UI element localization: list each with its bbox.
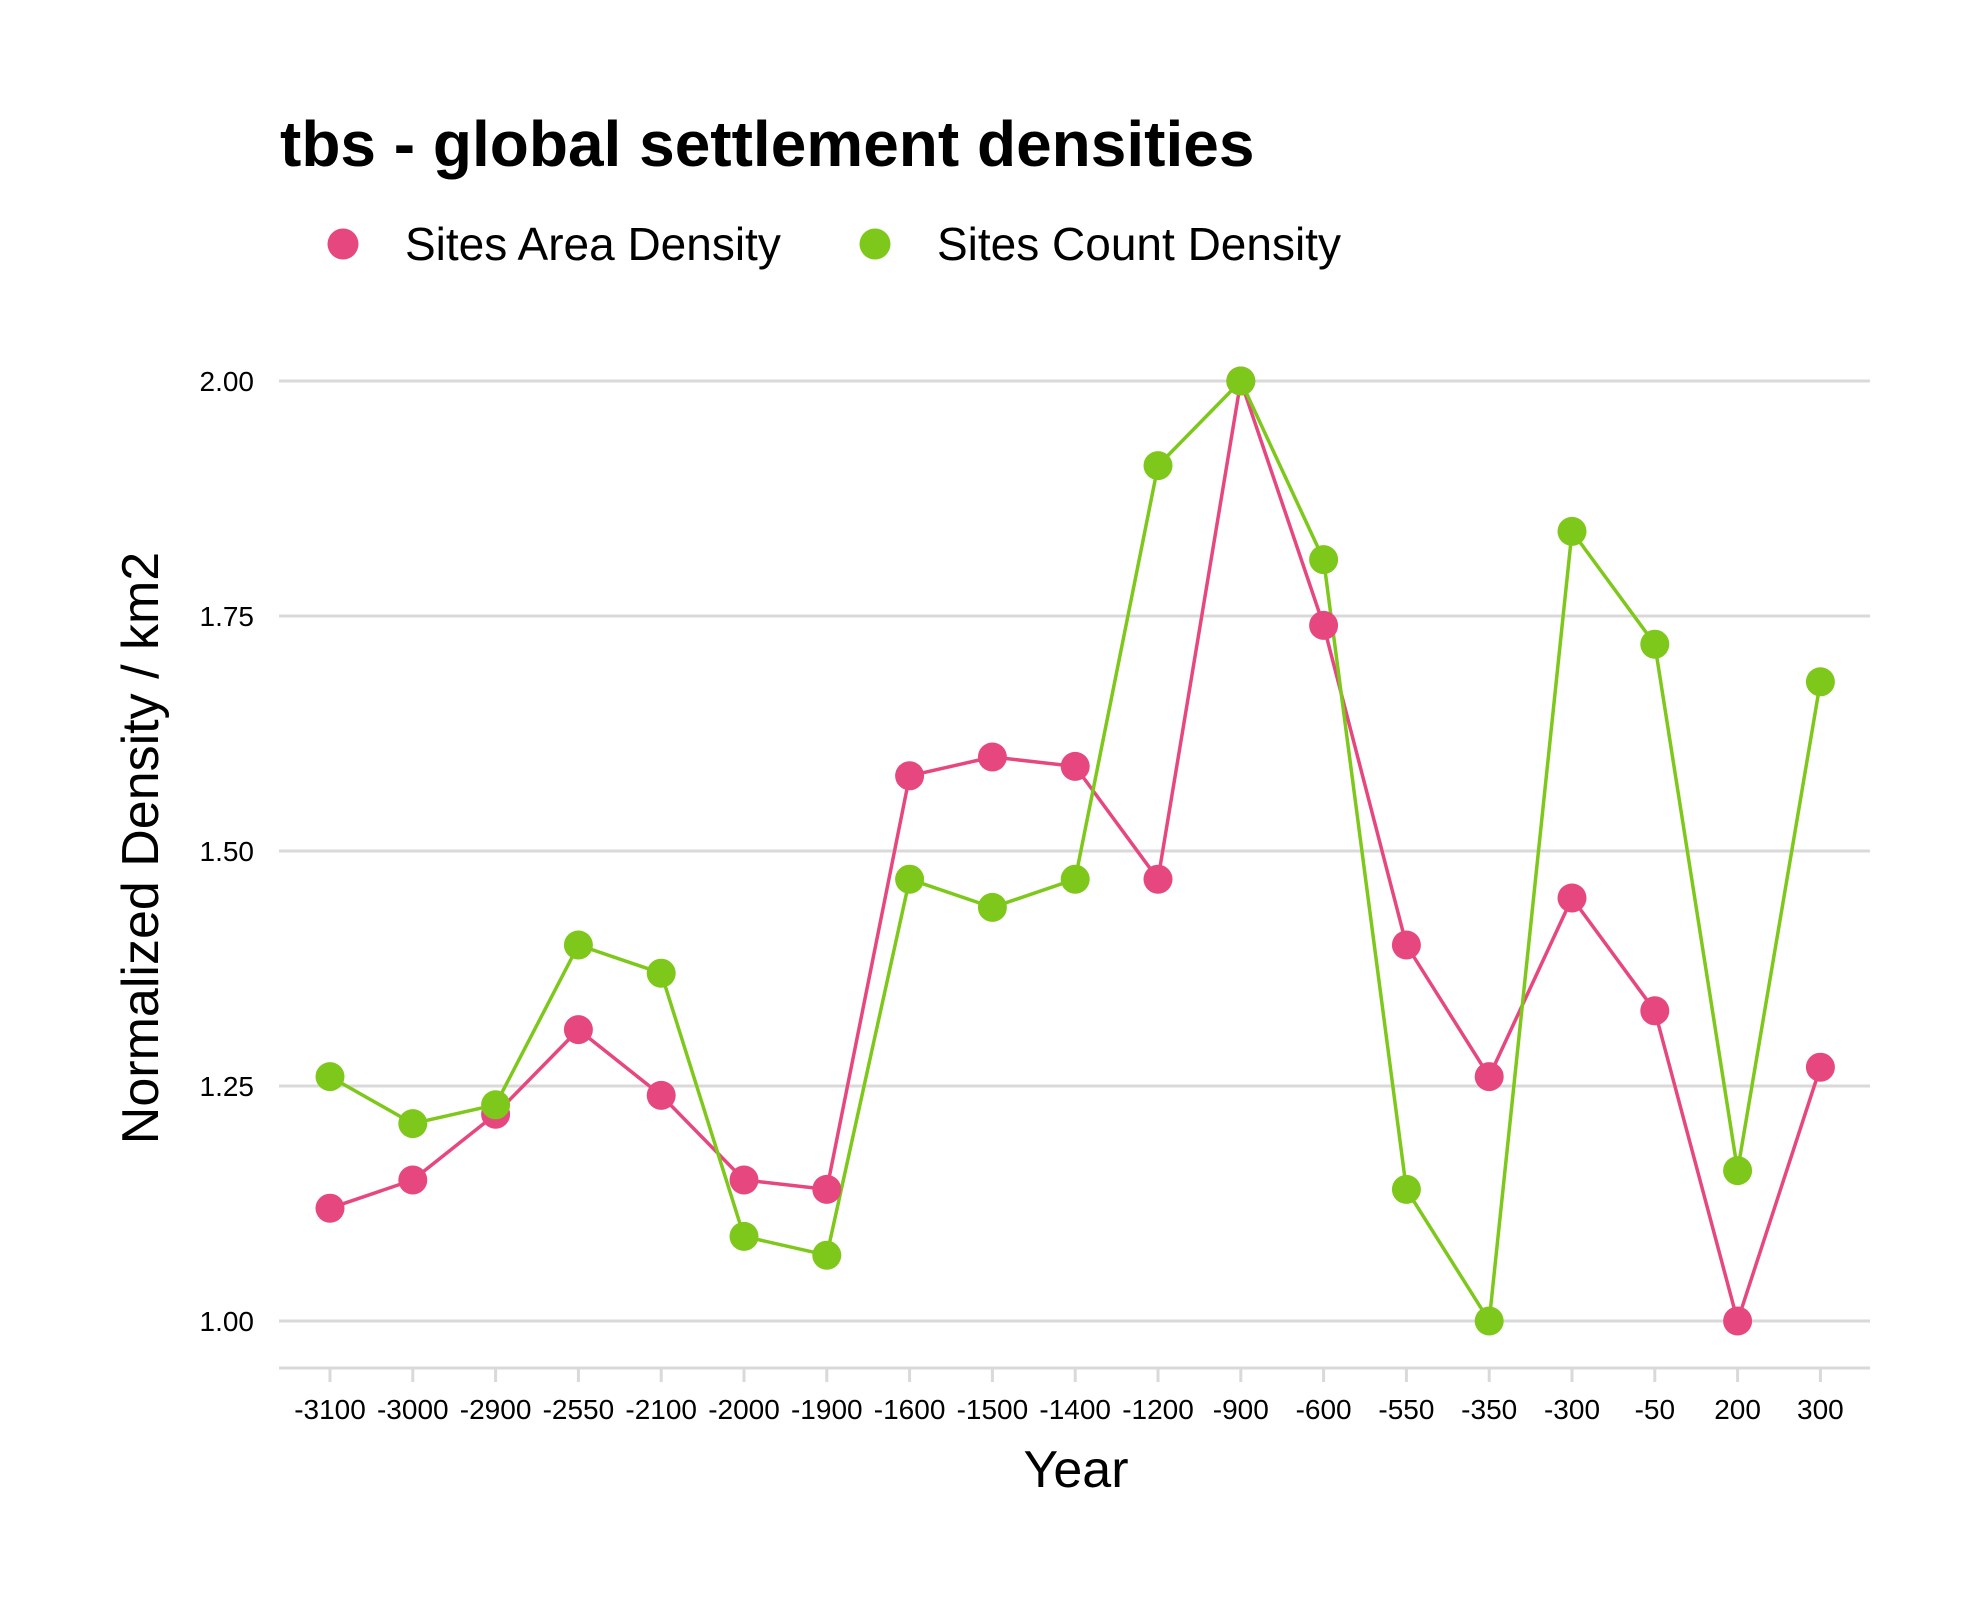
data-point: [1391, 930, 1421, 960]
y-tick-label: 1.00: [200, 1306, 255, 1337]
x-tick-label: -350: [1461, 1394, 1517, 1425]
data-point: [1474, 1062, 1504, 1092]
data-point: [1474, 1306, 1504, 1336]
x-tick-label: 200: [1714, 1394, 1761, 1425]
y-tick-label: 2.00: [200, 366, 255, 397]
x-tick-label: -3100: [294, 1394, 366, 1425]
x-tick-label: -600: [1296, 1394, 1352, 1425]
y-tick-label: 1.50: [200, 836, 255, 867]
data-point: [1557, 516, 1587, 546]
chart-title: tbs - global settlement densities: [280, 108, 1254, 180]
x-tick-label: -300: [1544, 1394, 1600, 1425]
legend-marker: [859, 228, 891, 260]
data-point: [1060, 864, 1090, 894]
x-tick-label: -550: [1378, 1394, 1434, 1425]
data-point: [1723, 1306, 1753, 1336]
data-point: [1805, 1052, 1835, 1082]
data-point: [1143, 864, 1173, 894]
x-tick-label: -1900: [791, 1394, 863, 1425]
gridlines: [279, 379, 1870, 1323]
x-tick-label: -1400: [1039, 1394, 1111, 1425]
x-tick-label: -3000: [377, 1394, 449, 1425]
data-point: [398, 1109, 428, 1139]
data-point: [977, 892, 1007, 922]
data-point: [1309, 545, 1339, 575]
legend-label: Sites Count Density: [937, 218, 1341, 270]
data-point: [812, 1240, 842, 1270]
data-point: [646, 1080, 676, 1110]
legend-label: Sites Area Density: [405, 218, 781, 270]
data-point: [1309, 610, 1339, 640]
series-1-points: [315, 366, 1835, 1336]
x-tick-label: -1200: [1122, 1394, 1194, 1425]
series-2-points: [315, 366, 1835, 1336]
data-point: [1060, 751, 1090, 781]
x-tick-label: -2100: [625, 1394, 697, 1425]
data-point: [729, 1165, 759, 1195]
data-point: [398, 1165, 428, 1195]
x-tick-label: -1500: [957, 1394, 1029, 1425]
data-point: [977, 742, 1007, 772]
data-point: [1557, 883, 1587, 913]
data-point: [729, 1221, 759, 1251]
x-tick-label: -2000: [708, 1394, 780, 1425]
series-layer: [315, 366, 1835, 1336]
data-point: [481, 1090, 511, 1120]
data-point: [1640, 996, 1670, 1026]
y-tick-label: 1.75: [200, 601, 255, 632]
data-point: [1723, 1156, 1753, 1186]
axes: 1.00 1.25 1.50 1.75 2.00 -3100 -3000 -2900 -2550…: [200, 366, 1870, 1425]
data-point: [1640, 629, 1670, 659]
data-point: [812, 1174, 842, 1204]
data-point: [315, 1193, 345, 1223]
legend-marker: [327, 228, 359, 260]
data-point: [1226, 366, 1256, 396]
data-point: [1143, 451, 1173, 481]
x-tick-label: -1600: [874, 1394, 946, 1425]
x-axis-title: Year: [1023, 1441, 1128, 1499]
data-point: [895, 761, 925, 791]
x-tick-label: -2900: [460, 1394, 532, 1425]
data-point: [563, 1015, 593, 1045]
y-tick-label: 1.25: [200, 1071, 255, 1102]
x-tick-label: 300: [1797, 1394, 1844, 1425]
x-tick-label: -50: [1635, 1394, 1675, 1425]
data-point: [895, 864, 925, 894]
y-axis-title: Normalized Density / km2: [112, 552, 170, 1144]
data-point: [315, 1062, 345, 1092]
data-point: [1805, 667, 1835, 697]
legend: Sites Area Density Sites Count Density: [327, 218, 1341, 270]
x-tick-label: -900: [1213, 1394, 1269, 1425]
data-point: [563, 930, 593, 960]
x-tick-label: -2550: [543, 1394, 615, 1425]
data-point: [1391, 1174, 1421, 1204]
data-point: [646, 958, 676, 988]
